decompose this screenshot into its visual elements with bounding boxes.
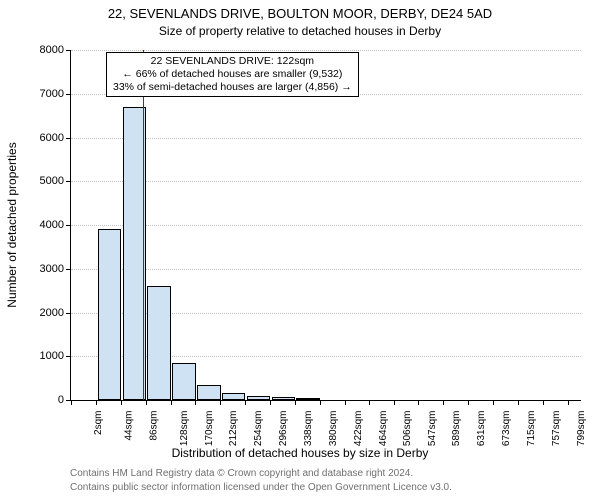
histogram-bar	[147, 286, 171, 400]
plot-area	[70, 50, 581, 401]
xtick-label: 86sqm	[148, 411, 159, 441]
ytick-label: 1000	[4, 350, 64, 362]
xtick-mark	[418, 400, 419, 405]
xtick-label: 296sqm	[278, 411, 289, 447]
gridline	[71, 225, 581, 226]
chart-title-line2: Size of property relative to detached ho…	[0, 24, 600, 38]
marker-line	[143, 50, 144, 400]
footer-line2: Contains public sector information licen…	[70, 482, 452, 493]
ytick-label: 8000	[4, 44, 64, 56]
ytick-mark	[66, 50, 71, 51]
xtick-label: 757sqm	[551, 411, 562, 447]
ytick-mark	[66, 356, 71, 357]
ytick-mark	[66, 313, 71, 314]
ytick-label: 2000	[4, 307, 64, 319]
xtick-mark	[245, 400, 246, 405]
xtick-label: 631sqm	[476, 411, 487, 447]
xtick-mark	[518, 400, 519, 405]
xtick-mark	[295, 400, 296, 405]
ytick-label: 3000	[4, 263, 64, 275]
histogram-bar	[247, 396, 271, 400]
xtick-label: 128sqm	[179, 411, 190, 447]
xtick-mark	[394, 400, 395, 405]
xtick-label: 464sqm	[378, 411, 389, 447]
xtick-mark	[195, 400, 196, 405]
ytick-label: 5000	[4, 175, 64, 187]
chart-title-line1: 22, SEVENLANDS DRIVE, BOULTON MOOR, DERB…	[0, 6, 600, 21]
xtick-mark	[71, 400, 72, 405]
xtick-mark	[96, 400, 97, 405]
annotation-line: 22 SEVENLANDS DRIVE: 122sqm	[113, 55, 352, 68]
ytick-label: 0	[4, 394, 64, 406]
histogram-bar	[272, 397, 296, 400]
annotation-line: ← 66% of detached houses are smaller (9,…	[113, 68, 352, 81]
ytick-label: 4000	[4, 219, 64, 231]
xtick-mark	[543, 400, 544, 405]
ytick-mark	[66, 138, 71, 139]
ytick-mark	[66, 94, 71, 95]
xtick-label: 715sqm	[526, 411, 537, 447]
annotation-box: 22 SEVENLANDS DRIVE: 122sqm ← 66% of det…	[106, 52, 359, 97]
gridline	[71, 138, 581, 139]
gridline	[71, 50, 581, 51]
annotation-line: 33% of semi-detached houses are larger (…	[113, 81, 352, 94]
xtick-mark	[220, 400, 221, 405]
chart-container: 22, SEVENLANDS DRIVE, BOULTON MOOR, DERB…	[0, 0, 600, 500]
histogram-bar	[296, 398, 320, 400]
xtick-mark	[171, 400, 172, 405]
xtick-label: 338sqm	[303, 411, 314, 447]
x-axis-label: Distribution of detached houses by size …	[0, 446, 600, 460]
gridline	[71, 269, 581, 270]
histogram-bar	[197, 385, 221, 400]
xtick-label: 422sqm	[353, 411, 364, 447]
xtick-mark	[270, 400, 271, 405]
xtick-label: 506sqm	[402, 411, 413, 447]
ytick-mark	[66, 181, 71, 182]
xtick-label: 799sqm	[576, 411, 587, 447]
xtick-mark	[468, 400, 469, 405]
xtick-mark	[369, 400, 370, 405]
xtick-mark	[493, 400, 494, 405]
histogram-bar	[172, 363, 196, 400]
xtick-label: 2sqm	[93, 411, 104, 435]
footer-line1: Contains HM Land Registry data © Crown c…	[70, 468, 413, 479]
xtick-mark	[345, 400, 346, 405]
xtick-label: 673sqm	[501, 411, 512, 447]
ytick-label: 6000	[4, 132, 64, 144]
histogram-bar	[222, 393, 246, 400]
xtick-label: 547sqm	[427, 411, 438, 447]
xtick-label: 212sqm	[229, 411, 240, 447]
xtick-mark	[121, 400, 122, 405]
xtick-label: 254sqm	[253, 411, 264, 447]
ytick-mark	[66, 225, 71, 226]
xtick-label: 380sqm	[328, 411, 339, 447]
xtick-mark	[146, 400, 147, 405]
ytick-mark	[66, 269, 71, 270]
xtick-mark	[443, 400, 444, 405]
gridline	[71, 181, 581, 182]
xtick-mark	[568, 400, 569, 405]
xtick-label: 589sqm	[452, 411, 463, 447]
ytick-label: 7000	[4, 88, 64, 100]
xtick-mark	[320, 400, 321, 405]
xtick-label: 44sqm	[124, 411, 135, 441]
histogram-bar	[98, 229, 122, 400]
xtick-label: 170sqm	[204, 411, 215, 447]
